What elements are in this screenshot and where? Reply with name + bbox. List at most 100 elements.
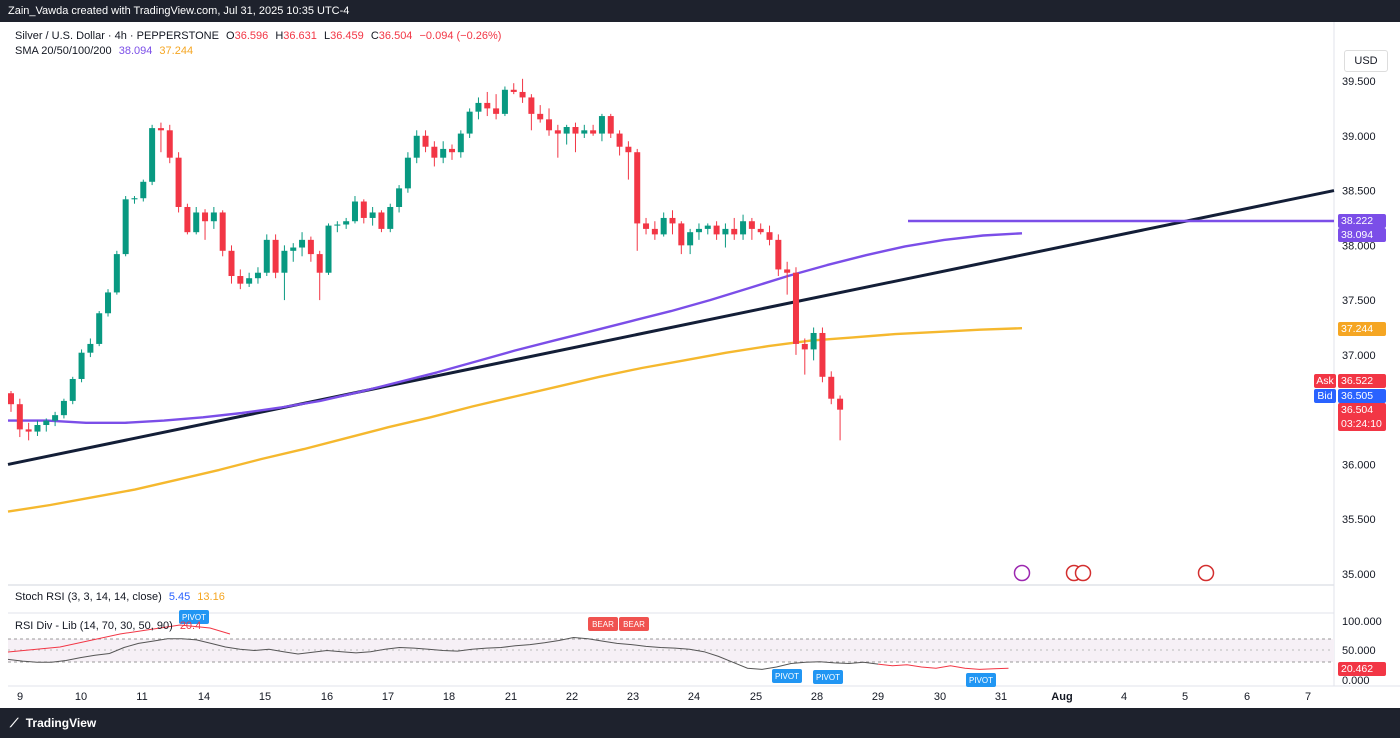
candle-body [687,232,694,246]
ohlc-low: L36.459 [323,30,364,42]
rsi-pane[interactable] [8,638,1334,663]
time-tick-label: 28 [811,691,823,703]
candle-body [272,239,279,273]
candle-body [607,116,614,134]
rsi-line-overbought [7,624,231,653]
candle-body [404,157,411,189]
candle-body [122,199,129,255]
sma-value-1: 38.094 [118,45,153,57]
candle-body [704,225,711,229]
stoch-k: 5.45 [168,591,191,603]
trendline[interactable] [7,189,1335,466]
time-tick-label: 18 [443,691,455,703]
price-tick-label: 38.000 [1342,240,1376,252]
candle-body [651,228,658,235]
candle-body [78,352,85,379]
candles-group [8,78,844,441]
time-tick-label: 21 [505,691,517,703]
chart-frame[interactable]: 39.500 39.000 38.500 38.000 37.500 37.000 36.5… [0,22,1400,708]
pivot-marker [966,673,996,687]
candle-body [828,376,835,399]
candle-body [307,239,314,255]
candle-body [175,157,182,207]
price-tick-label: 38.500 [1342,186,1376,198]
bear-label: BEAR [592,620,614,629]
rsi-tick-label: 50.000 [1342,645,1376,657]
candle-body [590,130,597,134]
candle-body [113,254,120,293]
time-tick-label: 4 [1121,691,1127,703]
ask-price-tag: 36.522 [1338,374,1386,388]
price-tick-label: 35.500 [1342,514,1376,526]
rsi-value-tag: 20.462 [1338,662,1386,676]
candle-body [202,212,209,222]
candle-body [334,224,341,226]
bar-countdown: 03:24:10 [1341,418,1382,430]
candle-body [157,128,164,131]
time-axis[interactable]: 9 10 11 14 15 16 17 18 21 22 23 24 25 28 29 30 31 Aug 4 5 6 7 [17,691,1311,703]
time-tick-label: 29 [872,691,884,703]
candle-body [678,223,685,246]
price-tick-label: 36.000 [1342,459,1376,471]
candle-body [325,225,332,273]
rsi-legend[interactable]: RSI Div - Lib (14, 70, 30, 50, 90) 20.4 [15,620,205,632]
time-tick-label: 22 [566,691,578,703]
candle-body [722,228,729,235]
candle-body [792,272,799,344]
candle-body [546,119,553,131]
candle-body [449,148,455,153]
time-tick-label: 23 [627,691,639,703]
candle-body [43,420,50,426]
candle-body [537,113,544,120]
sma-100-path [8,232,1023,424]
candle-body [554,130,561,134]
candle-body [8,393,14,405]
candle-body [69,378,76,401]
candle-body [299,239,306,248]
candle-body [131,198,138,200]
candle-body [52,415,59,421]
candle-body [228,250,235,277]
price-tick-label: 35.000 [1342,569,1376,581]
candle-body [484,102,491,109]
footer-bar: ⟋ TradingView [0,708,1400,738]
sma-legend[interactable]: SMA 20/50/100/200 38.094 37.244 [15,45,197,57]
sma100-price-tag: 38.094 [1338,228,1386,242]
lightning-event-icon [1013,564,1031,582]
sma-label: SMA 20/50/100/200 [15,45,112,57]
time-tick-label: 10 [75,691,87,703]
main-pane[interactable] [8,22,1334,585]
pivot-label: PIVOT [816,673,840,682]
candle-body [387,206,394,229]
bear-label: BEAR [623,620,645,629]
rsi-axis: 100.000 50.000 0.000 [1342,616,1382,687]
price-tick-label: 37.500 [1342,295,1376,307]
candle-body [413,135,420,158]
time-tick-label: Aug [1051,691,1072,703]
pivot-label: PIVOT [182,613,206,622]
chart-canvas[interactable]: 39.500 39.000 38.500 38.000 37.500 37.000 36.5… [0,22,1400,708]
candle-body [16,404,23,430]
symbol-name: Silver / U.S. Dollar · 4h · PEPPERSTONE [15,30,219,42]
candle-body [801,343,808,350]
candle-body [254,272,261,279]
time-tick-label: 5 [1182,691,1188,703]
signal-markers: PIVOT PIVOT PIVOT PIVOT BEAR BEAR [179,610,996,687]
currency-button[interactable]: USD [1344,50,1388,72]
footer-brand: TradingView [25,716,97,730]
pivot-marker [813,670,843,684]
bear-marker [619,617,649,631]
candle-body [60,400,67,416]
us-flag-event-icon [1074,564,1092,582]
candle-body [695,228,702,233]
candle-body [263,239,270,273]
event-icons[interactable] [1013,564,1215,582]
candle-body [166,130,173,158]
stoch-legend[interactable]: Stoch RSI (3, 3, 14, 14, close) 5.45 13.… [15,591,229,603]
symbol-legend[interactable]: Silver / U.S. Dollar · 4h · PEPPERSTONE … [15,30,505,42]
price-tick-label: 39.500 [1342,76,1376,88]
candle-body [210,212,217,222]
ohlc-high: H36.631 [275,30,317,42]
candle-body [193,212,200,233]
candle-body [316,254,323,273]
